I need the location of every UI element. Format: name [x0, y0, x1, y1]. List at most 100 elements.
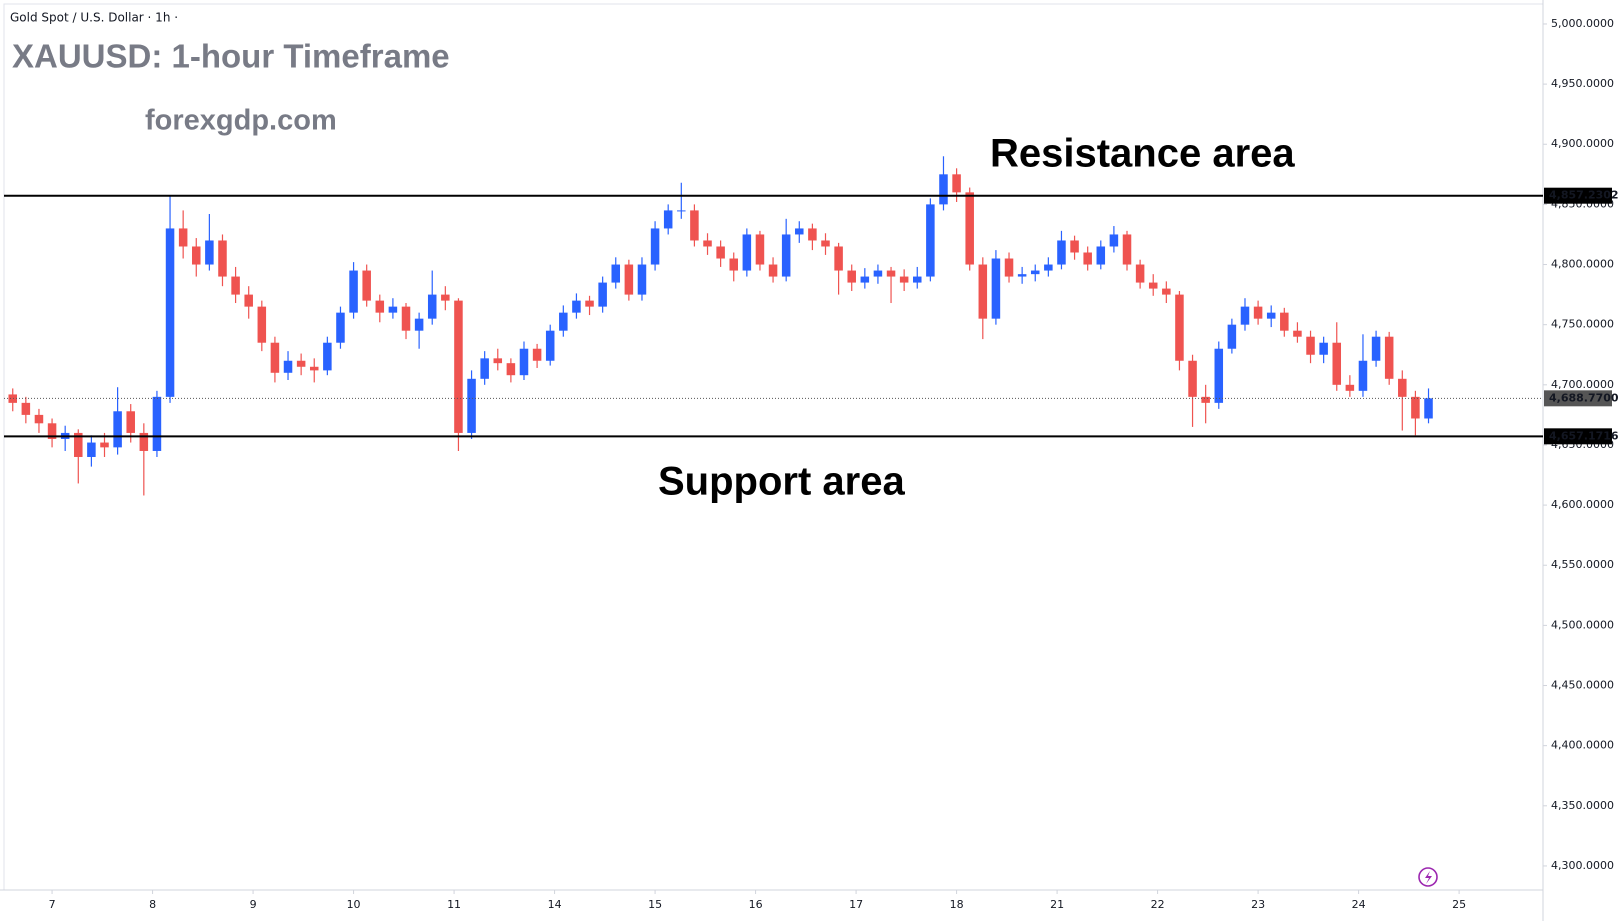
candle-body: [1057, 240, 1066, 265]
candle-body: [1424, 398, 1433, 419]
candle-body: [388, 306, 398, 313]
y-tick-label: 5,000.0000: [1551, 17, 1614, 30]
candle-body: [21, 402, 31, 415]
candle-body: [611, 264, 621, 283]
candle-body: [716, 246, 725, 259]
candle-body: [1162, 288, 1171, 295]
candle-body: [821, 240, 830, 247]
level-label-box: [1544, 187, 1612, 204]
candle-body: [1070, 240, 1079, 253]
candle-body: [336, 312, 345, 343]
candle-body: [1266, 312, 1276, 319]
candle-body: [572, 300, 581, 313]
candle-body: [34, 414, 44, 424]
y-tick-label: 4,300.0000: [1551, 859, 1614, 872]
alert-icon[interactable]: [1418, 867, 1438, 887]
candle-body: [729, 258, 738, 271]
watermark: forexgdp.com: [145, 105, 337, 137]
candle-body: [1004, 258, 1014, 277]
candle-body: [74, 432, 83, 457]
candle-body: [926, 204, 935, 277]
candle-body: [506, 363, 516, 376]
y-tick-label: 4,400.0000: [1551, 739, 1614, 752]
candle-body: [795, 228, 804, 235]
candle-body: [454, 300, 463, 433]
x-tick-label: 7: [49, 898, 56, 911]
candle-body: [296, 360, 306, 367]
symbol-header: Gold Spot / U.S. Dollar · 1h ·: [10, 11, 178, 25]
candle-body: [441, 294, 450, 301]
candle-body: [886, 270, 896, 277]
candle-body: [1017, 274, 1027, 277]
candle-body: [545, 330, 555, 361]
x-tick-label: 10: [347, 898, 361, 911]
candle-body: [847, 270, 856, 283]
candle-body: [532, 348, 542, 361]
x-tick-label: 23: [1251, 898, 1265, 911]
candle-body: [598, 282, 607, 307]
candle-body: [218, 240, 227, 277]
candle-body: [1398, 378, 1407, 397]
candle-body: [1280, 312, 1289, 331]
resistance-annotation: Resistance area: [990, 132, 1295, 176]
candle-body: [637, 264, 647, 295]
candle-body: [808, 228, 817, 241]
candle-body: [624, 264, 634, 295]
candle-body: [126, 411, 135, 433]
candle-body: [309, 366, 319, 371]
candle-body: [899, 276, 909, 283]
candle-body: [585, 300, 594, 307]
candle-body: [663, 210, 673, 229]
candle-body: [703, 240, 712, 247]
y-tick-label: 4,900.0000: [1551, 137, 1614, 150]
y-tick-label: 4,750.0000: [1551, 318, 1614, 331]
candle-body: [1109, 234, 1119, 247]
candle-body: [165, 228, 175, 397]
candle-body: [1411, 396, 1420, 419]
candle-body: [427, 294, 437, 319]
alert-icon-bolt[interactable]: [1425, 871, 1432, 884]
candle-body: [1175, 294, 1184, 361]
candle-body: [113, 411, 122, 448]
candle-body: [519, 348, 529, 376]
x-tick-label: 22: [1151, 898, 1165, 911]
candle-body: [178, 228, 188, 247]
candle-body: [913, 276, 922, 283]
candle-body: [231, 276, 240, 295]
candle-body: [650, 228, 660, 265]
chart-title: XAUUSD: 1-hour Timeframe: [12, 38, 450, 75]
x-tick-label: 21: [1050, 898, 1064, 911]
candle-body: [1384, 336, 1394, 379]
candle-body: [100, 442, 109, 448]
x-tick-label: 11: [447, 898, 461, 911]
candle-body: [1096, 246, 1106, 265]
candle-body: [493, 358, 503, 364]
candle-body: [139, 432, 149, 451]
candle-body: [401, 306, 411, 331]
candle-body: [205, 240, 214, 265]
y-tick-label: 4,500.0000: [1551, 618, 1614, 631]
candle-body: [1083, 252, 1092, 265]
x-tick-label: 17: [849, 898, 863, 911]
y-tick-label: 4,450.0000: [1551, 679, 1614, 692]
candle-body: [1188, 360, 1197, 397]
candles-layer: [8, 156, 1433, 496]
candle-body: [152, 396, 162, 451]
levels-layer: 4,857.2302 4,657.1716 4,688.7700: [4, 187, 1619, 445]
candle-body: [860, 276, 870, 283]
candle-body: [559, 312, 568, 331]
candle-body: [47, 423, 57, 439]
y-tick-label: 4,600.0000: [1551, 498, 1614, 511]
level-label-box: [1544, 428, 1612, 445]
x-tick-label: 16: [749, 898, 763, 911]
candle-body: [323, 342, 332, 371]
candle-body: [467, 378, 476, 433]
candle-body: [991, 258, 1001, 319]
alert-icon-circle[interactable]: [1418, 867, 1438, 887]
x-tick-label: 14: [548, 898, 562, 911]
candle-body: [781, 234, 791, 277]
x-tick-label: 24: [1352, 898, 1366, 911]
